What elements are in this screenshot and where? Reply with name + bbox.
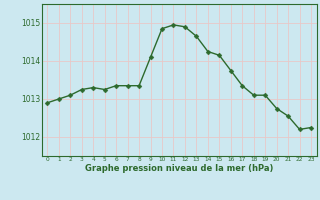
X-axis label: Graphe pression niveau de la mer (hPa): Graphe pression niveau de la mer (hPa) — [85, 164, 273, 173]
